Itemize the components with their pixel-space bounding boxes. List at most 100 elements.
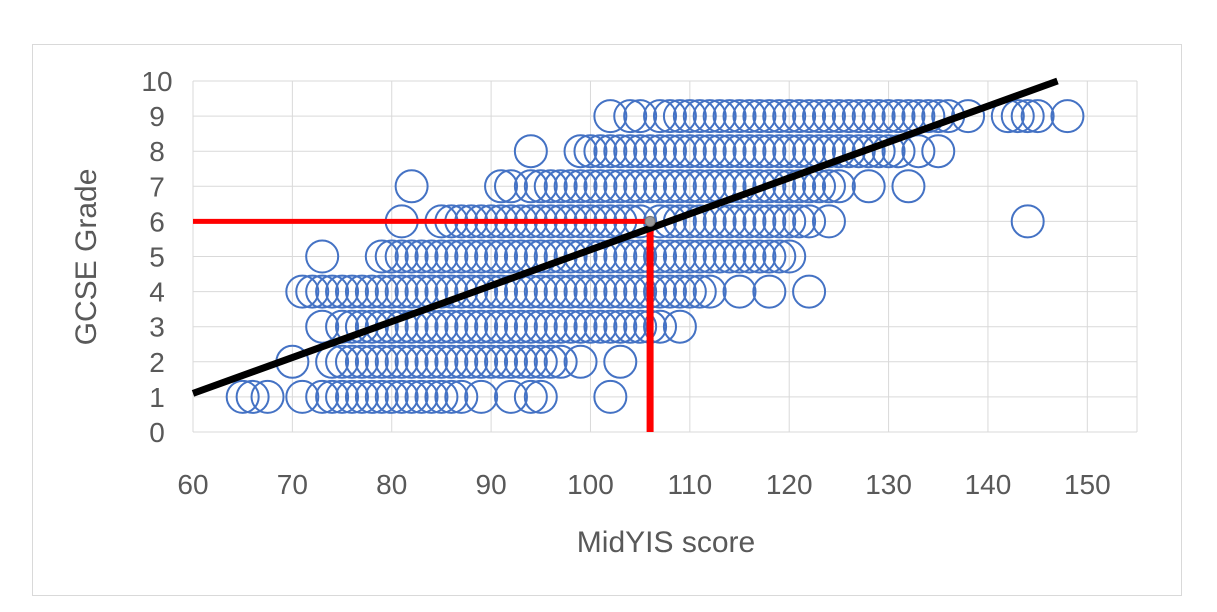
data-point bbox=[523, 344, 558, 379]
data-point bbox=[553, 309, 588, 344]
data-point bbox=[384, 239, 419, 274]
x-tick-label: 150 bbox=[1064, 469, 1111, 500]
data-point bbox=[643, 309, 678, 344]
y-tick-label: 5 bbox=[149, 242, 165, 273]
data-point bbox=[603, 309, 638, 344]
data-point bbox=[444, 309, 479, 344]
data-point bbox=[762, 239, 797, 274]
data-point bbox=[692, 274, 727, 309]
data-point bbox=[523, 274, 558, 309]
data-point bbox=[493, 309, 528, 344]
data-point bbox=[672, 169, 707, 204]
data-point bbox=[623, 239, 658, 274]
data-point bbox=[901, 134, 936, 169]
data-point bbox=[841, 99, 876, 134]
data-point bbox=[325, 274, 360, 309]
data-point bbox=[344, 274, 379, 309]
data-point bbox=[543, 274, 578, 309]
data-point bbox=[692, 134, 727, 169]
data-point bbox=[523, 309, 558, 344]
data-point bbox=[305, 379, 340, 414]
data-point bbox=[593, 309, 628, 344]
data-point bbox=[374, 274, 409, 309]
data-point bbox=[543, 309, 578, 344]
data-point bbox=[493, 344, 528, 379]
data-point bbox=[792, 204, 827, 239]
data-point bbox=[374, 344, 409, 379]
data-point bbox=[732, 99, 767, 134]
data-point bbox=[712, 99, 747, 134]
data-point bbox=[662, 169, 697, 204]
data-point bbox=[652, 99, 687, 134]
data-point bbox=[354, 344, 389, 379]
data-point bbox=[513, 309, 548, 344]
data-point bbox=[692, 169, 727, 204]
data-point bbox=[364, 309, 399, 344]
data-point bbox=[752, 99, 787, 134]
data-point bbox=[484, 274, 519, 309]
data-point bbox=[513, 169, 548, 204]
data-point bbox=[523, 379, 558, 414]
data-point bbox=[543, 344, 578, 379]
x-axis-title: MidYIS score bbox=[577, 526, 755, 559]
data-point bbox=[493, 379, 528, 414]
data-point bbox=[334, 379, 369, 414]
data-point bbox=[444, 344, 479, 379]
data-point bbox=[374, 379, 409, 414]
data-point bbox=[662, 309, 697, 344]
data-point bbox=[712, 134, 747, 169]
data-point bbox=[682, 169, 717, 204]
data-point bbox=[752, 274, 787, 309]
data-point bbox=[613, 169, 648, 204]
data-point bbox=[464, 309, 499, 344]
y-tick-label: 2 bbox=[149, 347, 165, 378]
data-point bbox=[573, 309, 608, 344]
data-point bbox=[692, 99, 727, 134]
data-point bbox=[464, 344, 499, 379]
data-point bbox=[334, 274, 369, 309]
data-point bbox=[652, 169, 687, 204]
data-point bbox=[573, 134, 608, 169]
data-point bbox=[811, 99, 846, 134]
data-point bbox=[553, 239, 588, 274]
overlays bbox=[191, 77, 1059, 432]
data-point bbox=[285, 274, 320, 309]
data-point bbox=[891, 169, 926, 204]
data-point bbox=[454, 344, 489, 379]
tick-labels: 60 70 80 90 100 110 120 130 140 150 0 1 2 3 4 5 6 7 8 9 10 bbox=[141, 66, 1110, 500]
data-point bbox=[672, 239, 707, 274]
data-point bbox=[354, 274, 389, 309]
x-tick-label: 120 bbox=[766, 469, 813, 500]
data-point bbox=[821, 99, 856, 134]
data-point bbox=[325, 379, 360, 414]
data-point bbox=[454, 274, 489, 309]
data-point bbox=[623, 169, 658, 204]
data-point bbox=[772, 99, 807, 134]
data-point bbox=[613, 99, 648, 134]
data-point bbox=[484, 344, 519, 379]
data-point bbox=[573, 169, 608, 204]
data-point bbox=[354, 309, 389, 344]
data-point bbox=[503, 344, 538, 379]
data-point bbox=[583, 169, 618, 204]
data-point bbox=[682, 274, 717, 309]
data-point bbox=[643, 274, 678, 309]
data-point bbox=[772, 239, 807, 274]
data-point bbox=[613, 274, 648, 309]
data-point bbox=[712, 239, 747, 274]
data-point bbox=[603, 344, 638, 379]
data-point bbox=[811, 169, 846, 204]
data-point bbox=[325, 344, 360, 379]
data-point bbox=[305, 274, 340, 309]
data-point bbox=[633, 169, 668, 204]
data-point bbox=[344, 379, 379, 414]
highlight-point bbox=[644, 215, 656, 227]
data-point bbox=[454, 239, 489, 274]
y-axis-title: GCSE Grade bbox=[70, 169, 103, 346]
data-point bbox=[424, 344, 459, 379]
data-point bbox=[752, 134, 787, 169]
data-point bbox=[682, 99, 717, 134]
data-point bbox=[662, 134, 697, 169]
data-point bbox=[643, 134, 678, 169]
data-point bbox=[752, 204, 787, 239]
